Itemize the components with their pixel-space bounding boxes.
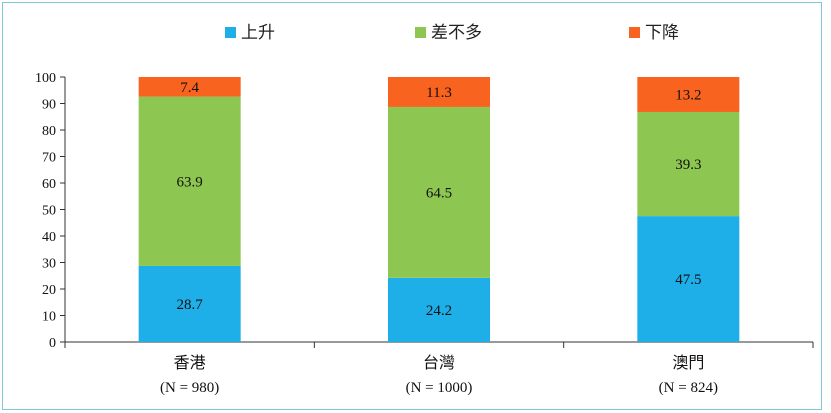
y-tick-label: 60 — [42, 177, 56, 192]
y-tick-label: 30 — [42, 257, 56, 272]
bar-segment — [138, 77, 241, 97]
x-category-label: 香港 — [174, 353, 206, 372]
x-category-note: (N = 824) — [659, 380, 718, 396]
y-tick-label: 50 — [42, 204, 56, 219]
chart-frame: 上升 差不多 下降 0 10 20 30 40 50 60 70 80 90 100 香港 (N = 98… — [2, 2, 822, 410]
bar-data-label: 28.7 — [177, 297, 204, 313]
y-tick-label: 90 — [42, 98, 56, 113]
x-axis: 香港 (N = 980) 台灣 (N = 1000) 澳門 (N = 824) — [64, 341, 814, 396]
y-tick-label: 40 — [42, 230, 56, 245]
bar-segment — [388, 106, 490, 278]
legend-label: 下降 — [645, 23, 679, 43]
bar-segment — [138, 265, 241, 342]
x-category-note: (N = 980) — [160, 380, 219, 396]
y-tick-label: 20 — [42, 283, 56, 298]
bar-segment — [637, 111, 740, 217]
bar-segment — [388, 277, 490, 342]
bar-segment — [637, 77, 740, 112]
x-category-note: (N = 1000) — [406, 380, 473, 396]
legend-label: 上升 — [241, 23, 275, 43]
y-tick-label: 10 — [42, 310, 56, 325]
x-category-label: 台灣 — [423, 353, 455, 372]
bars: 28.7 63.9 7.4 24.2 64.5 11.3 47.5 39.3 13.2 — [138, 77, 740, 342]
y-tick-label: 100 — [35, 71, 56, 86]
y-tick-label: 80 — [42, 124, 56, 139]
bar-data-label: 63.9 — [177, 174, 203, 190]
bar-segment — [138, 96, 241, 266]
legend-swatch — [415, 27, 426, 38]
y-tick-label: 0 — [49, 336, 56, 351]
bar-data-label: 64.5 — [426, 185, 452, 201]
legend-swatch — [629, 27, 640, 38]
y-axis: 0 10 20 30 40 50 60 70 80 90 100 — [35, 71, 66, 351]
stacked-bar-chart: 上升 差不多 下降 0 10 20 30 40 50 60 70 80 90 100 香港 (N = 98… — [35, 23, 814, 396]
bar-data-label: 39.3 — [675, 157, 701, 173]
bar-data-label: 13.2 — [675, 87, 701, 103]
legend-swatch — [225, 27, 236, 38]
legend: 上升 差不多 下降 — [225, 23, 679, 43]
bar-segment — [388, 77, 490, 107]
x-category-label: 澳門 — [672, 353, 704, 372]
bar-segment — [637, 216, 740, 342]
legend-label: 差不多 — [431, 23, 482, 43]
bar-data-label: 47.5 — [675, 272, 701, 288]
bar-data-label: 7.4 — [180, 80, 199, 96]
y-tick-label: 70 — [42, 151, 56, 166]
bar-data-label: 11.3 — [426, 85, 452, 101]
bar-data-label: 24.2 — [426, 303, 452, 319]
